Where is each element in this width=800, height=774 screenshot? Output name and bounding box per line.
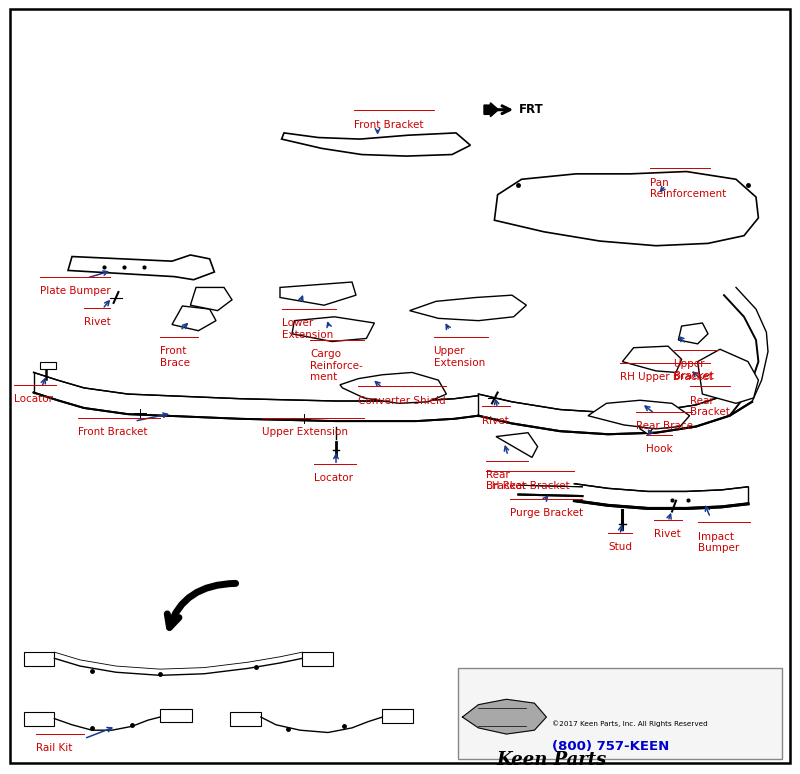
Text: Upper Extension: Upper Extension [262,427,349,437]
Text: Front Bracket: Front Bracket [78,427,148,437]
Polygon shape [340,372,446,403]
Text: Rivet: Rivet [482,416,508,426]
Bar [302,652,333,666]
Text: LH Rear Bracket: LH Rear Bracket [486,481,570,491]
Text: Converter Shield: Converter Shield [358,396,446,406]
Text: Purge Bracket: Purge Bracket [510,509,583,519]
Text: Front
Brace: Front Brace [160,346,190,368]
Polygon shape [574,484,748,509]
Polygon shape [172,306,216,330]
Polygon shape [282,133,470,156]
Bar [160,708,192,722]
Text: Rivet: Rivet [654,529,681,539]
Text: ©2017 Keen Parts, Inc. All Rights Reserved: ©2017 Keen Parts, Inc. All Rights Reserv… [552,720,708,727]
Bar [458,668,782,759]
Text: Upper
Extension: Upper Extension [434,346,485,368]
Text: Rivet: Rivet [84,317,110,327]
FancyArrow shape [484,103,498,117]
Text: (800) 757-KEEN: (800) 757-KEEN [552,740,670,753]
Text: Plate Bumper: Plate Bumper [40,286,110,296]
Polygon shape [292,317,374,341]
Polygon shape [698,349,758,403]
Text: Front Bracket: Front Bracket [354,120,423,130]
Polygon shape [34,372,478,421]
Polygon shape [410,295,526,320]
Text: Cargo
Reinforce-
ment: Cargo Reinforce- ment [310,349,363,382]
Text: Rear
Bracket: Rear Bracket [690,396,730,417]
Bar [382,709,413,723]
Polygon shape [280,282,356,305]
Text: Rear Brace: Rear Brace [636,421,693,431]
Polygon shape [68,255,214,279]
Text: Pan
Reinforcement: Pan Reinforcement [650,178,726,200]
Bar [230,712,261,726]
Text: Rear
Bracket: Rear Bracket [486,470,526,491]
Polygon shape [678,323,708,344]
Text: Lower
Extension: Lower Extension [282,318,333,340]
Bar [24,712,54,726]
Bar [24,652,54,666]
Polygon shape [496,433,538,457]
Text: Locator: Locator [314,473,353,483]
Polygon shape [494,172,758,245]
Bar [40,361,56,369]
Polygon shape [588,400,690,429]
Text: Locator: Locator [14,394,54,404]
Text: Hook: Hook [646,444,673,454]
Text: FRT: FRT [518,103,543,116]
Text: Keen Parts: Keen Parts [496,751,606,769]
Polygon shape [518,485,582,496]
Polygon shape [622,346,682,372]
Polygon shape [478,380,752,434]
Polygon shape [190,287,232,310]
Text: Impact
Bumper: Impact Bumper [698,532,739,553]
Text: Stud: Stud [608,543,632,553]
Polygon shape [462,699,546,734]
Polygon shape [640,419,654,434]
Text: Rail Kit: Rail Kit [36,743,72,753]
Text: RH Upper Bracket: RH Upper Bracket [620,372,713,382]
Text: Upper
Bracket: Upper Bracket [674,359,714,381]
